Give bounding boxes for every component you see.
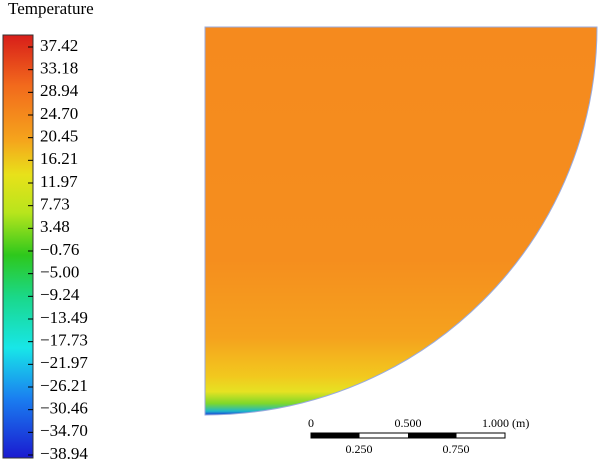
color-bar-label: −38.94 (40, 444, 88, 463)
color-bar-label: 16.21 (40, 149, 78, 168)
scale-bar-segment (311, 433, 360, 438)
color-bar-label: 20.45 (40, 127, 78, 146)
color-bar-label: 37.42 (40, 36, 78, 55)
color-bar-label: −9.24 (40, 285, 80, 304)
color-bar-label: −26.21 (40, 376, 88, 395)
scale-label: 0.500 (395, 416, 422, 430)
color-bar-label: −0.76 (40, 240, 79, 259)
color-bar-label: −21.97 (40, 353, 88, 372)
scale-bar-segment (408, 433, 457, 438)
color-bar-label: 3.48 (40, 217, 70, 236)
color-bar-label: −5.00 (40, 263, 79, 282)
scale-label: 0.250 (346, 442, 373, 456)
scale-label: 1.000 (m) (482, 416, 529, 430)
color-bar-label: 7.73 (40, 195, 70, 214)
color-bar-label: 28.94 (40, 81, 79, 100)
color-bar-label: −13.49 (40, 308, 88, 327)
color-bar-label: 11.97 (40, 172, 78, 191)
color-bar-label: −30.46 (40, 399, 88, 418)
scale-bar (310, 432, 506, 439)
legend-title: Temperature (8, 0, 94, 18)
temperature-field (204, 26, 598, 416)
color-bar (2, 34, 34, 459)
color-bar-label: −17.73 (40, 331, 88, 350)
scale-label: 0 (308, 416, 314, 430)
color-bar-label: 33.18 (40, 59, 78, 78)
scale-label: 0.750 (443, 442, 470, 456)
color-bar-label: 24.70 (40, 104, 78, 123)
color-bar-label: −34.70 (40, 421, 88, 440)
color-bar-labels: 37.42 33.18 28.94 24.70 20.45 16.21 11.97 7.73 3… (28, 36, 88, 463)
